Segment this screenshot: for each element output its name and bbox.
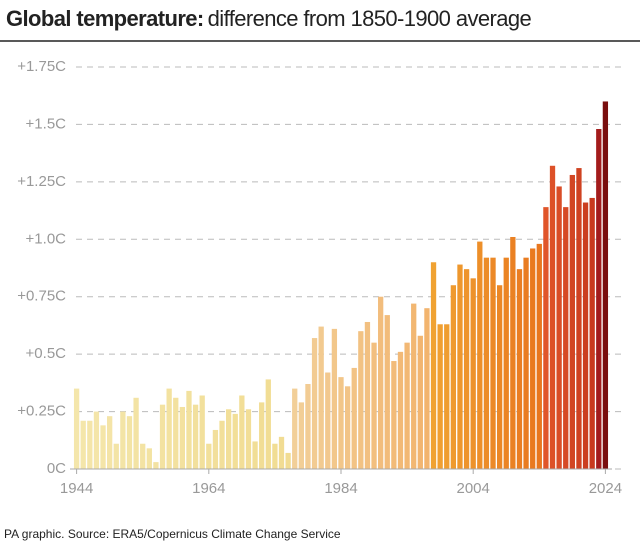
bar [107,416,113,469]
bar [549,165,556,469]
bar [225,409,232,469]
y-tick-label: +0.5C [26,345,67,362]
source: PA graphic. Source: ERA5/Copernicus Clim… [4,527,341,541]
y-tick-label: +1.5C [26,115,67,132]
bar [536,243,542,469]
bar [563,207,569,469]
bar [444,324,450,469]
bar [278,436,285,469]
x-tick-label: 2004 [457,480,490,497]
bar [378,296,384,469]
bar [384,315,390,469]
bar [496,285,503,469]
bar [364,321,371,469]
bar [523,257,529,469]
bar [463,269,470,469]
bar [543,207,549,469]
bar [232,413,238,469]
bar [100,425,106,469]
bar [589,197,595,470]
y-tick-label: +0.25C [17,403,66,420]
bar [457,264,463,469]
bar [569,174,575,470]
bar [596,129,602,469]
bar [73,388,80,469]
bar [404,342,410,469]
bar [192,404,199,469]
bar [245,409,252,469]
bar [490,257,496,469]
bar [338,377,344,469]
title-rest: difference from 1850-1900 average [208,6,532,31]
bar [530,248,536,469]
bar [351,367,357,469]
bar [358,331,364,469]
bar [265,379,271,469]
bar [430,262,437,469]
bar [272,443,278,469]
bar [331,328,338,469]
bar [371,342,377,469]
bar [305,384,311,469]
bar [344,386,351,469]
bar [437,324,443,469]
bar [391,361,397,469]
x-tick-label: 2024 [589,480,622,497]
bar [252,441,258,469]
bar [325,372,331,469]
bar [259,402,265,469]
bar [582,202,589,469]
bar [424,308,430,469]
bar [219,420,225,469]
y-tick-label: 0C [47,460,66,477]
bar [212,429,219,469]
bar [450,285,457,469]
chart-title: Global temperature: difference from 1850-… [6,6,531,31]
x-tick-label: 1964 [192,480,225,497]
bar [470,278,476,469]
bar [173,397,179,469]
bar [153,462,159,469]
bar [397,351,404,469]
bar [516,269,523,469]
bar [133,397,139,469]
bar [80,420,86,469]
bar [576,168,582,469]
bar [159,404,166,469]
y-tick-label: +1.25C [17,173,66,190]
bar [140,443,146,469]
bar [239,395,245,469]
bar [556,186,562,470]
y-tick-label: +1.75C [17,58,66,75]
bar [318,326,324,469]
bar [298,402,304,469]
bar [113,443,119,469]
x-tick-label: 1984 [324,480,357,497]
bar [93,411,100,469]
bar [87,420,93,469]
bar [146,448,152,469]
y-tick-label: +1.0C [26,230,67,247]
bar [602,101,609,469]
bar [503,257,509,469]
bar [166,388,172,469]
bar [186,390,192,469]
bar [483,257,490,469]
bar [120,411,126,469]
y-tick-label: +0.75C [17,288,66,305]
bar [292,388,298,469]
bar [206,443,212,469]
x-tick-label: 1944 [60,480,93,497]
bar [126,416,133,469]
bar [411,303,417,469]
title-bold: Global temperature: [6,6,204,31]
bar [417,335,423,469]
bar [311,338,318,469]
bar [510,236,516,469]
bar [285,452,291,469]
bar [179,406,186,469]
bar [477,241,483,469]
bar [199,395,205,469]
